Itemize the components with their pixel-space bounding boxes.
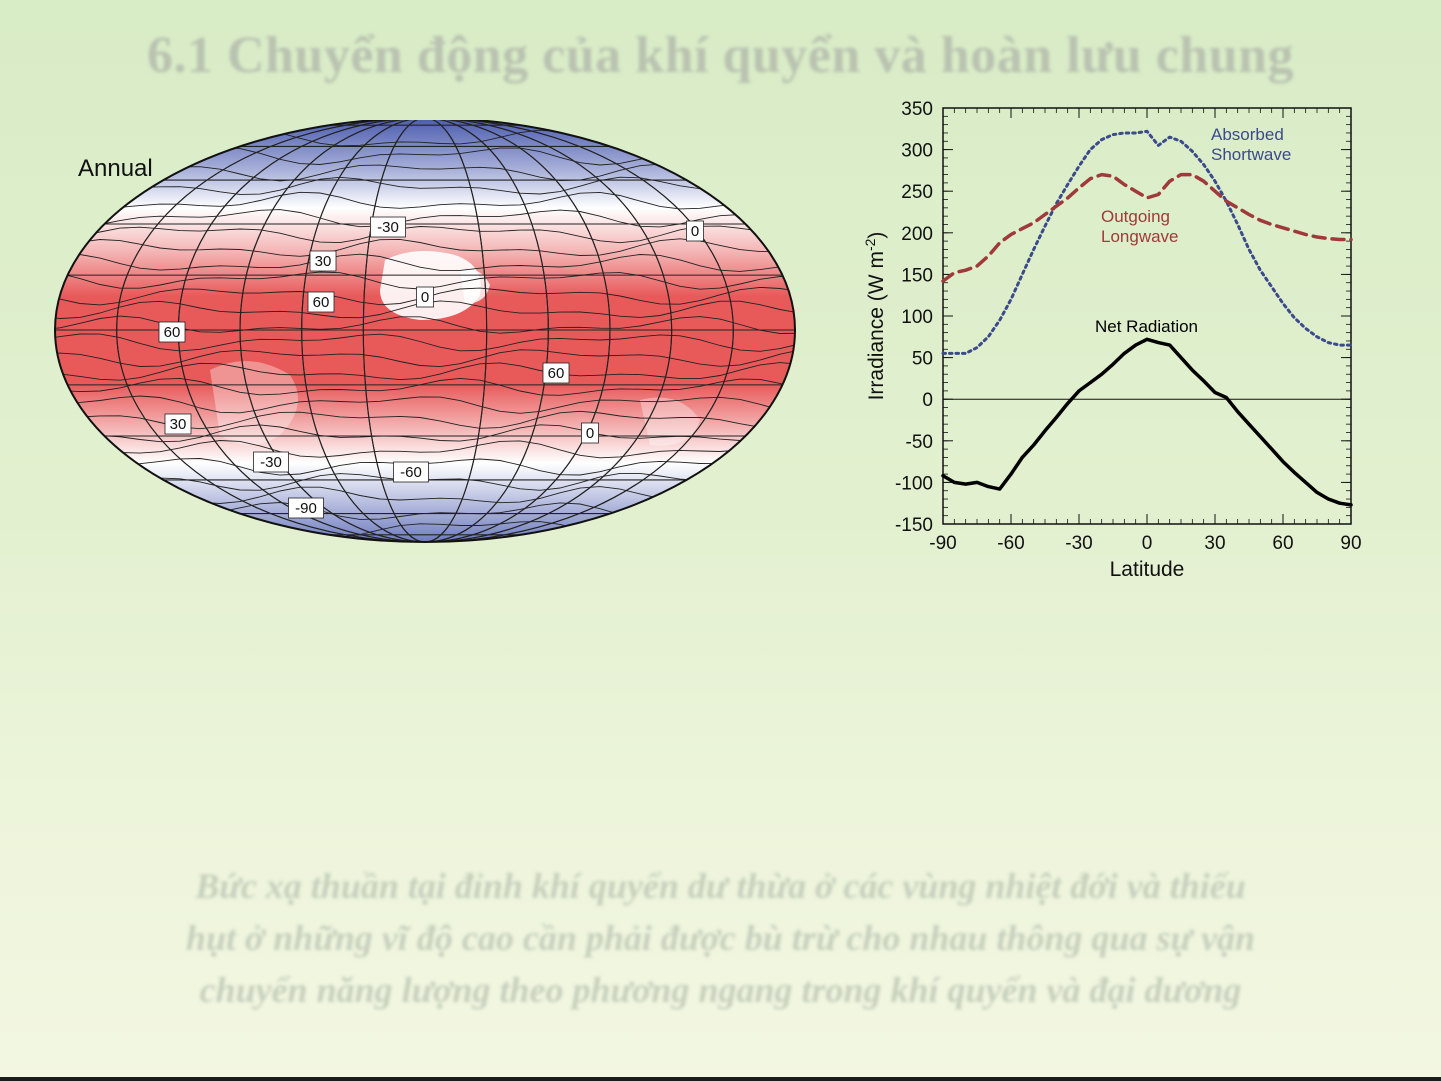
x-tick-label: 0 [1142,533,1153,554]
contour-line [55,395,795,414]
contour-label: 60 [307,291,335,313]
contour-label: 60 [158,321,186,343]
contour-line [55,458,795,476]
contour-label: -90 [288,497,324,519]
contour-line [55,191,795,210]
contour-line [55,377,795,396]
svg-text:0: 0 [586,425,594,442]
x-tick-label: -30 [1065,533,1092,554]
svg-text:0: 0 [421,289,429,306]
contour-line [55,424,795,443]
y-tick-label: 100 [901,307,933,328]
svg-text:60: 60 [164,324,181,341]
contour-label: 30 [164,413,192,435]
meridian-line [239,120,611,542]
series-line-2 [941,337,1353,507]
contour-label: -30 [370,216,406,238]
slide-caption: Bức xạ thuần tại đỉnh khí quyển dư thừa … [40,860,1401,1016]
y-tick-label: -50 [906,432,933,453]
svg-text:60: 60 [313,294,330,311]
contour-label: 60 [542,362,570,384]
contour-label: 30 [309,250,337,272]
contour-line [55,348,795,368]
irradiance-chart: 350 300 250 200 150 100 50 0 -50 -100 -150 -90 -60-… [855,92,1375,582]
bottom-border [0,1077,1441,1081]
slide-title: 6.1 Chuyển động của khí quyển và hoàn lư… [146,27,1295,84]
y-tick-label: 50 [912,349,933,370]
annual-net-radiation-map: Annual -30 0 30 60 0 60 60 30 -30 -60 -90 0 [40,120,820,560]
series-label-0: Absorbed Shortwave [1211,125,1291,164]
svg-text:-60: -60 [400,464,422,481]
x-tick-label: -60 [997,533,1024,554]
map-outline [54,120,796,543]
x-axis: -90 -60 -30 0 30 60 90 [929,108,1362,554]
series-lines [941,129,1353,507]
contour-line [55,176,795,195]
y-tick-label: -150 [895,515,933,536]
y-tick-label: 200 [901,224,933,245]
series-line-1 [941,172,1353,283]
contour-label: -30 [253,451,289,473]
series-line-0 [941,129,1353,355]
caption-line-1: Bức xạ thuần tại đỉnh khí quyển dư thừa … [195,866,1246,906]
svg-text:-30: -30 [377,219,399,236]
y-tick-label: 0 [922,390,933,411]
contour-line [55,333,795,352]
series-label-2: Net Radiation [1095,317,1198,336]
contour-label: 0 [416,286,434,308]
caption-line-3: chuyển năng lượng theo phương ngang tron… [199,970,1242,1010]
contour-label: 0 [581,422,599,444]
meridian-line [362,120,488,542]
x-tick-label: 60 [1272,533,1293,554]
contour-line [55,253,795,272]
x-tick-label: 30 [1204,533,1225,554]
map-title: Annual [78,155,153,182]
y-tick-label: 300 [901,141,933,162]
svg-text:60: 60 [548,365,565,382]
y-tick-label: 150 [901,265,933,286]
svg-text:0: 0 [691,223,699,240]
contour-labels: -30 0 30 60 0 60 60 30 -30 -60 -90 0 [158,216,704,519]
contour-label: -60 [393,461,429,483]
svg-text:30: 30 [170,416,187,433]
x-axis-label: Latitude [1110,558,1185,581]
svg-text:-30: -30 [260,454,282,471]
map-body [55,120,795,542]
svg-text:-90: -90 [295,500,317,517]
x-tick-label: -90 [929,533,956,554]
x-tick-label: 90 [1340,533,1361,554]
y-tick-label: 350 [901,99,933,120]
meridian-line [301,120,549,542]
y-tick-label: -100 [895,473,933,494]
meridian-line [116,120,734,542]
contour-line [55,362,795,381]
series-labels: Absorbed Shortwave Outgoing Longwave Net Rad… [1095,125,1291,336]
y-axis-label: Irradiance (W m-2) [862,232,888,401]
caption-line-2: hụt ở những vĩ độ cao cần phải được bù t… [185,918,1256,958]
plot-area [942,107,1352,525]
series-label-1: Outgoing Longwave [1101,207,1179,246]
svg-text:30: 30 [315,253,332,270]
contour-label: 0 [686,220,704,242]
map-svg: Annual -30 0 30 60 0 60 60 30 -30 -60 -90 0 [54,120,796,543]
y-tick-label: 250 [901,182,933,203]
